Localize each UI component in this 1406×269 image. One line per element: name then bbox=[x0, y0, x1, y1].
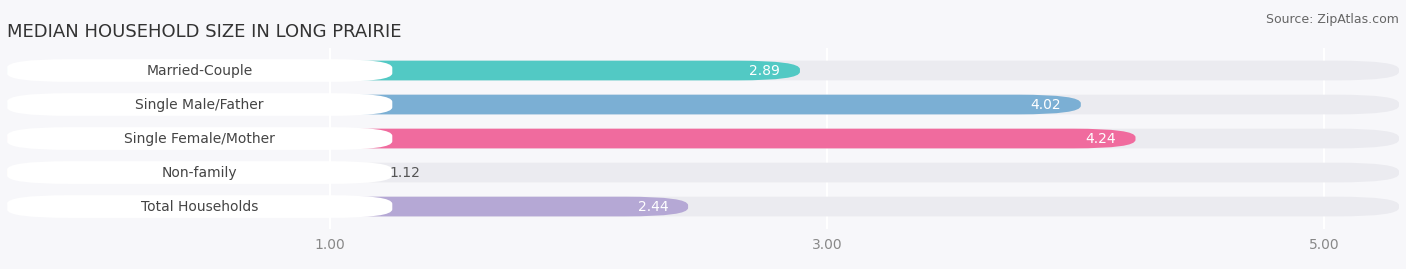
Text: MEDIAN HOUSEHOLD SIZE IN LONG PRAIRIE: MEDIAN HOUSEHOLD SIZE IN LONG PRAIRIE bbox=[7, 23, 402, 41]
Text: 2.44: 2.44 bbox=[637, 200, 668, 214]
Text: 4.02: 4.02 bbox=[1031, 98, 1062, 112]
FancyBboxPatch shape bbox=[7, 195, 392, 218]
Text: Source: ZipAtlas.com: Source: ZipAtlas.com bbox=[1265, 13, 1399, 26]
Text: 4.24: 4.24 bbox=[1085, 132, 1115, 146]
FancyBboxPatch shape bbox=[7, 127, 392, 150]
FancyBboxPatch shape bbox=[7, 197, 1399, 216]
Text: Single Male/Father: Single Male/Father bbox=[135, 98, 264, 112]
FancyBboxPatch shape bbox=[7, 129, 1399, 148]
FancyBboxPatch shape bbox=[7, 93, 392, 116]
FancyBboxPatch shape bbox=[7, 95, 1081, 114]
FancyBboxPatch shape bbox=[7, 163, 360, 182]
FancyBboxPatch shape bbox=[7, 129, 1136, 148]
FancyBboxPatch shape bbox=[7, 163, 1399, 182]
FancyBboxPatch shape bbox=[7, 197, 688, 216]
FancyBboxPatch shape bbox=[7, 61, 1399, 80]
FancyBboxPatch shape bbox=[7, 95, 1399, 114]
Text: Single Female/Mother: Single Female/Mother bbox=[124, 132, 276, 146]
Text: Total Households: Total Households bbox=[141, 200, 259, 214]
FancyBboxPatch shape bbox=[7, 59, 392, 82]
Text: 2.89: 2.89 bbox=[749, 63, 780, 77]
FancyBboxPatch shape bbox=[7, 61, 800, 80]
Text: Non-family: Non-family bbox=[162, 165, 238, 179]
FancyBboxPatch shape bbox=[7, 161, 392, 184]
Text: Married-Couple: Married-Couple bbox=[146, 63, 253, 77]
Text: 1.12: 1.12 bbox=[389, 165, 420, 179]
